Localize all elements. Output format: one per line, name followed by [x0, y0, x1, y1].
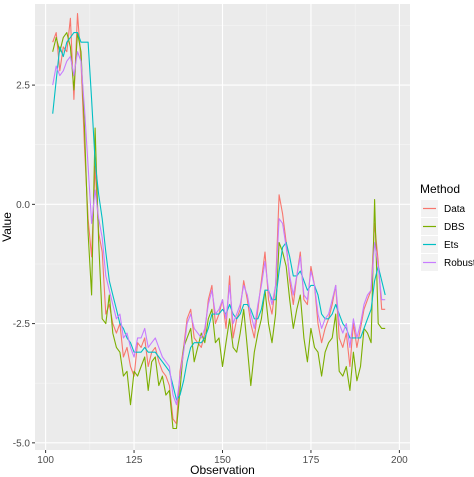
series-line-ets [52, 32, 386, 401]
x-tick-label: 100 [37, 455, 54, 466]
legend-label: DBS [444, 222, 465, 233]
series-lines [52, 12, 386, 430]
legend: Method Data DBS Ets Robust [420, 182, 474, 271]
x-tick-label: 125 [126, 455, 143, 466]
y-axis: -5.0 -2.5 0.0 2.5 [13, 81, 35, 449]
legend-item-dbs: DBS [421, 218, 465, 235]
series-line-robust [52, 51, 386, 406]
y-tick-label: -5.0 [13, 438, 31, 449]
x-tick-label: 175 [303, 455, 320, 466]
y-tick-label: 2.5 [16, 81, 30, 92]
y-tick-label: 0.0 [16, 200, 30, 211]
legend-item-ets: Ets [421, 236, 458, 253]
x-axis-title: Observation [190, 463, 255, 477]
y-tick-label: -2.5 [13, 319, 31, 330]
x-tick-label: 200 [391, 455, 408, 466]
legend-title: Method [420, 182, 460, 196]
legend-item-data: Data [421, 200, 466, 217]
legend-label: Data [444, 204, 466, 215]
legend-label: Robust [444, 258, 474, 269]
legend-item-robust: Robust [421, 254, 474, 271]
y-axis-title: Value [0, 212, 14, 242]
x-tick-label: 150 [214, 455, 231, 466]
legend-label: Ets [444, 240, 458, 251]
series-line-dbs [52, 32, 386, 430]
x-axis: 100 125 150 175 200 [37, 450, 408, 466]
